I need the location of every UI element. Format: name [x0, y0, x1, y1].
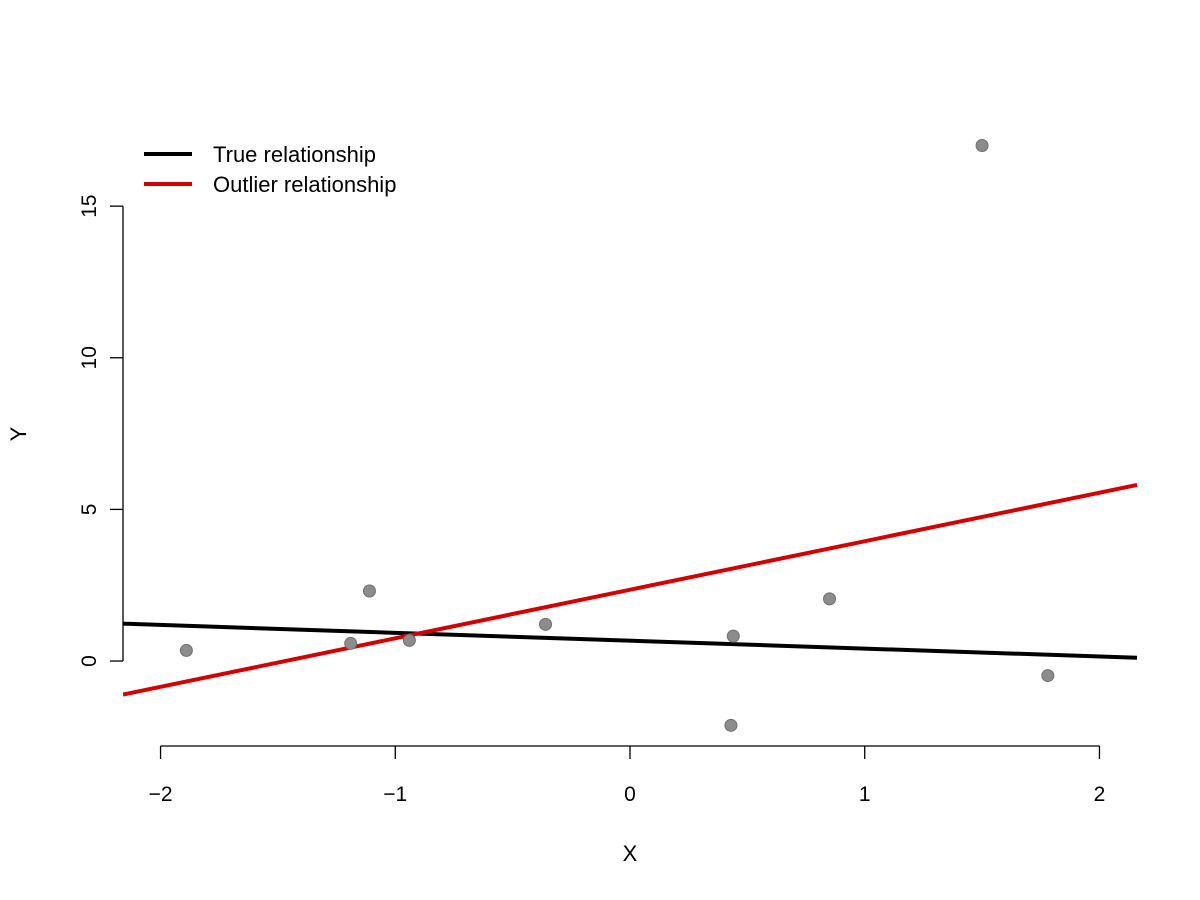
y-tick-label: 0	[78, 655, 101, 667]
legend: True relationship Outlier relationship	[144, 142, 396, 197]
y-tick-label: 5	[78, 504, 101, 516]
series-line-1	[123, 621, 1138, 660]
data-point	[823, 592, 837, 606]
data-point	[402, 633, 416, 647]
x-tick-label: 2	[1094, 783, 1106, 806]
x-tick-label: 0	[624, 783, 636, 806]
y-tick-label: 10	[78, 346, 101, 369]
x-axis-title: X	[623, 841, 638, 866]
data-point	[1041, 669, 1055, 683]
regression-lines	[123, 482, 1138, 697]
y-axis-title: Y	[6, 426, 31, 441]
data-point	[362, 584, 376, 598]
data-point	[726, 629, 740, 643]
x-tick-label: −1	[383, 783, 407, 806]
data-point	[179, 643, 193, 657]
legend-label-1: True relationship	[213, 142, 376, 167]
x-axis: −2 −1 0 1 2	[149, 745, 1106, 806]
x-tick-label: −2	[149, 783, 173, 806]
x-tick-label: 1	[859, 783, 871, 806]
scatter-points	[179, 138, 1055, 732]
y-tick-label: 15	[78, 194, 101, 217]
data-point	[724, 718, 738, 732]
data-point	[975, 138, 989, 152]
series-line-2	[123, 482, 1138, 697]
data-point	[344, 636, 358, 650]
data-point	[539, 617, 552, 631]
y-axis: 0 5 10 15	[78, 194, 124, 667]
legend-label-2: Outlier relationship	[213, 172, 396, 197]
